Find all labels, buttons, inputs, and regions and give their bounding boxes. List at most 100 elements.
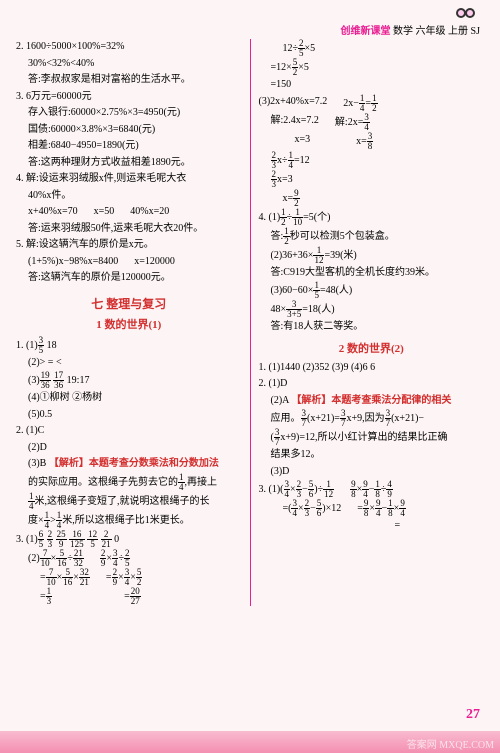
txt: 应用。 <box>271 413 301 424</box>
text-line: (5)0.5 <box>16 407 242 424</box>
txt: (3)60−60× <box>271 285 314 296</box>
txt: =18(人) <box>302 304 334 315</box>
txt: (x+21)− <box>391 413 424 424</box>
expr: 3. (1)(34×23−56)÷112 <box>259 480 335 499</box>
text-line: (3)2x+40%x=7.2 2x−14=12 <box>259 94 485 113</box>
text-line: 1. (1)35 18 <box>16 336 242 355</box>
zero: 0 <box>112 533 120 544</box>
text-line: (37x+9)=12,所以小红计算出的结果比正确 <box>259 428 485 447</box>
text-line: (3)D <box>259 464 485 481</box>
text-line: (2)A 【解析】本题考查乘法分配律的相关 <box>259 393 485 410</box>
footer-bar: 答案网 MXQE.COM <box>0 731 500 753</box>
fraction: 1936 <box>40 371 51 390</box>
eq-part: x=120000 <box>134 254 175 271</box>
answer: (3)B <box>28 458 46 469</box>
txt: ×5 <box>305 43 316 54</box>
txt: =12 <box>294 154 310 165</box>
eq-part: x=50 <box>94 204 115 221</box>
eq-part: (1+5%)x−98%x=8400 <box>28 254 118 271</box>
text-line: 答:12秒可以检测5个包装盒。 <box>259 227 485 246</box>
txt: x=3 <box>277 173 293 184</box>
column-divider <box>250 39 251 606</box>
txt: =12× <box>271 62 292 73</box>
fraction: 125 <box>87 530 98 549</box>
text-line: 48×33+5=18(人) <box>259 300 485 319</box>
answer: (2)A <box>271 395 289 406</box>
subject-text: 数学 六年级 上册 SJ <box>393 26 480 37</box>
text-line: 存入银行:60000×2.75%×3=4950(元) <box>16 105 242 122</box>
txt: 度× <box>28 514 44 525</box>
text-line: 2. (1)C <box>16 423 242 440</box>
text-line: 12÷25×5 <box>259 39 485 58</box>
cartoon-icon <box>452 4 480 22</box>
eq-part: 40%x=20 <box>130 204 169 221</box>
text-line: x=3 x=38 <box>259 132 485 151</box>
text-line: 23x÷14=12 <box>259 151 485 170</box>
text-line: =710×516×3221 =29×34×52 <box>16 568 242 587</box>
text-line: 23x=3 <box>259 170 485 189</box>
page-header: 创维新课堂 数学 六年级 上册 SJ <box>0 0 500 39</box>
txt: 48× <box>271 304 287 315</box>
eq: (3)2x+40%x=7.2 <box>259 94 328 113</box>
fraction: 259 <box>56 530 67 549</box>
txt: x+9,因为 <box>346 413 384 424</box>
text-line: (4)①柳树 ②杨树 <box>16 390 242 407</box>
text-line: 4. 解:设运来羽绒服x件,则运来毛呢大衣 <box>16 171 242 188</box>
text-line: =150 <box>259 77 485 94</box>
txt: =39(米) <box>324 249 356 260</box>
text-line: (3)1936 1736 19:17 <box>16 371 242 390</box>
txt: ×5 <box>298 62 309 73</box>
text-line: 国债:60000×3.8%×3=6840(元) <box>16 122 242 139</box>
eq-part: x+40%x=70 <box>28 204 78 221</box>
eq: 解:2.4x=7.2 <box>271 113 319 132</box>
text-line: = <box>259 518 485 535</box>
text-line: =12×52×5 <box>259 58 485 77</box>
num: 18 <box>44 339 57 350</box>
expr: = <box>395 518 401 535</box>
text-line: 3. (1)65 23 259 16125 125 221 0 <box>16 530 242 549</box>
expr: =2027 <box>124 587 141 606</box>
fraction: 65 <box>38 530 45 549</box>
txt: ,再接上 <box>185 476 218 487</box>
txt: 4. (1) <box>259 211 281 222</box>
text-line: 2. (1)D <box>259 376 485 393</box>
main-content: 2. 1600÷5000×100%=32% 30%<32%<40% 答:李叔叔家… <box>0 39 500 606</box>
expr: =13 <box>40 587 52 606</box>
fraction: 16125 <box>69 530 85 549</box>
expr: (2)710×516÷2132 <box>28 549 84 568</box>
txt: (2)36+36× <box>271 249 314 260</box>
expr: 98×94−18÷49 <box>350 480 393 499</box>
text-line: 5. 解:设这辆汽车的原价是x元。 <box>16 237 242 254</box>
text-line: 解:2.4x=7.2 解:2x=34 <box>259 113 485 132</box>
text-line: 30%<32%<40% <box>16 56 242 73</box>
text-line: (2)710×516÷2132 29×34÷25 <box>16 549 242 568</box>
eq: 2x−14=12 <box>343 94 377 113</box>
text-line: x+40%x=70 x=50 40%x=20 <box>16 204 242 221</box>
fraction: 37 <box>274 428 281 447</box>
fraction: 92 <box>293 189 300 208</box>
txt: x÷ <box>277 154 288 165</box>
right-column: 12÷25×5 =12×52×5 =150 (3)2x+40%x=7.2 2x−… <box>255 39 489 606</box>
txt: (x+21)= <box>307 413 340 424</box>
analysis-label: 【解析】本题考查分数乘法和分数加法 <box>49 458 219 469</box>
sub-title: 1 数的世界(1) <box>16 316 242 332</box>
txt: =48(人) <box>320 285 352 296</box>
label: 1. (1) <box>16 339 38 350</box>
text-line: 度×14>14米,所以这根绳子比1米更长。 <box>16 511 242 530</box>
text-line: 答:李叔叔家是相对富裕的生活水平。 <box>16 72 242 89</box>
text-line: (1+5%)x−98%x=8400 x=120000 <box>16 254 242 271</box>
eq: x=38 <box>356 132 373 151</box>
expr: =29×34×52 <box>106 568 142 587</box>
text-line: 应用。37(x+21)=37x+9,因为37(x+21)− <box>259 409 485 428</box>
section-title: 七 整理与复习 <box>16 295 242 312</box>
text-line: (2)36+36×112=39(米) <box>259 246 485 265</box>
text-line: (2)D <box>16 440 242 457</box>
text-line: 答:这辆汽车的原价是120000元。 <box>16 270 242 287</box>
text-line: 4. (1)12÷110=5(个) <box>259 208 485 227</box>
expr: 29×34÷25 <box>100 549 131 568</box>
expr: =(34×23−56)×12 <box>283 499 342 518</box>
text-line: 相差:6840−4950=1890(元) <box>16 138 242 155</box>
text-line: 40%x件。 <box>16 188 242 205</box>
label: 3. (1) <box>16 533 38 544</box>
txt: 的实际应用。这根绳子先剪去它的 <box>28 476 178 487</box>
